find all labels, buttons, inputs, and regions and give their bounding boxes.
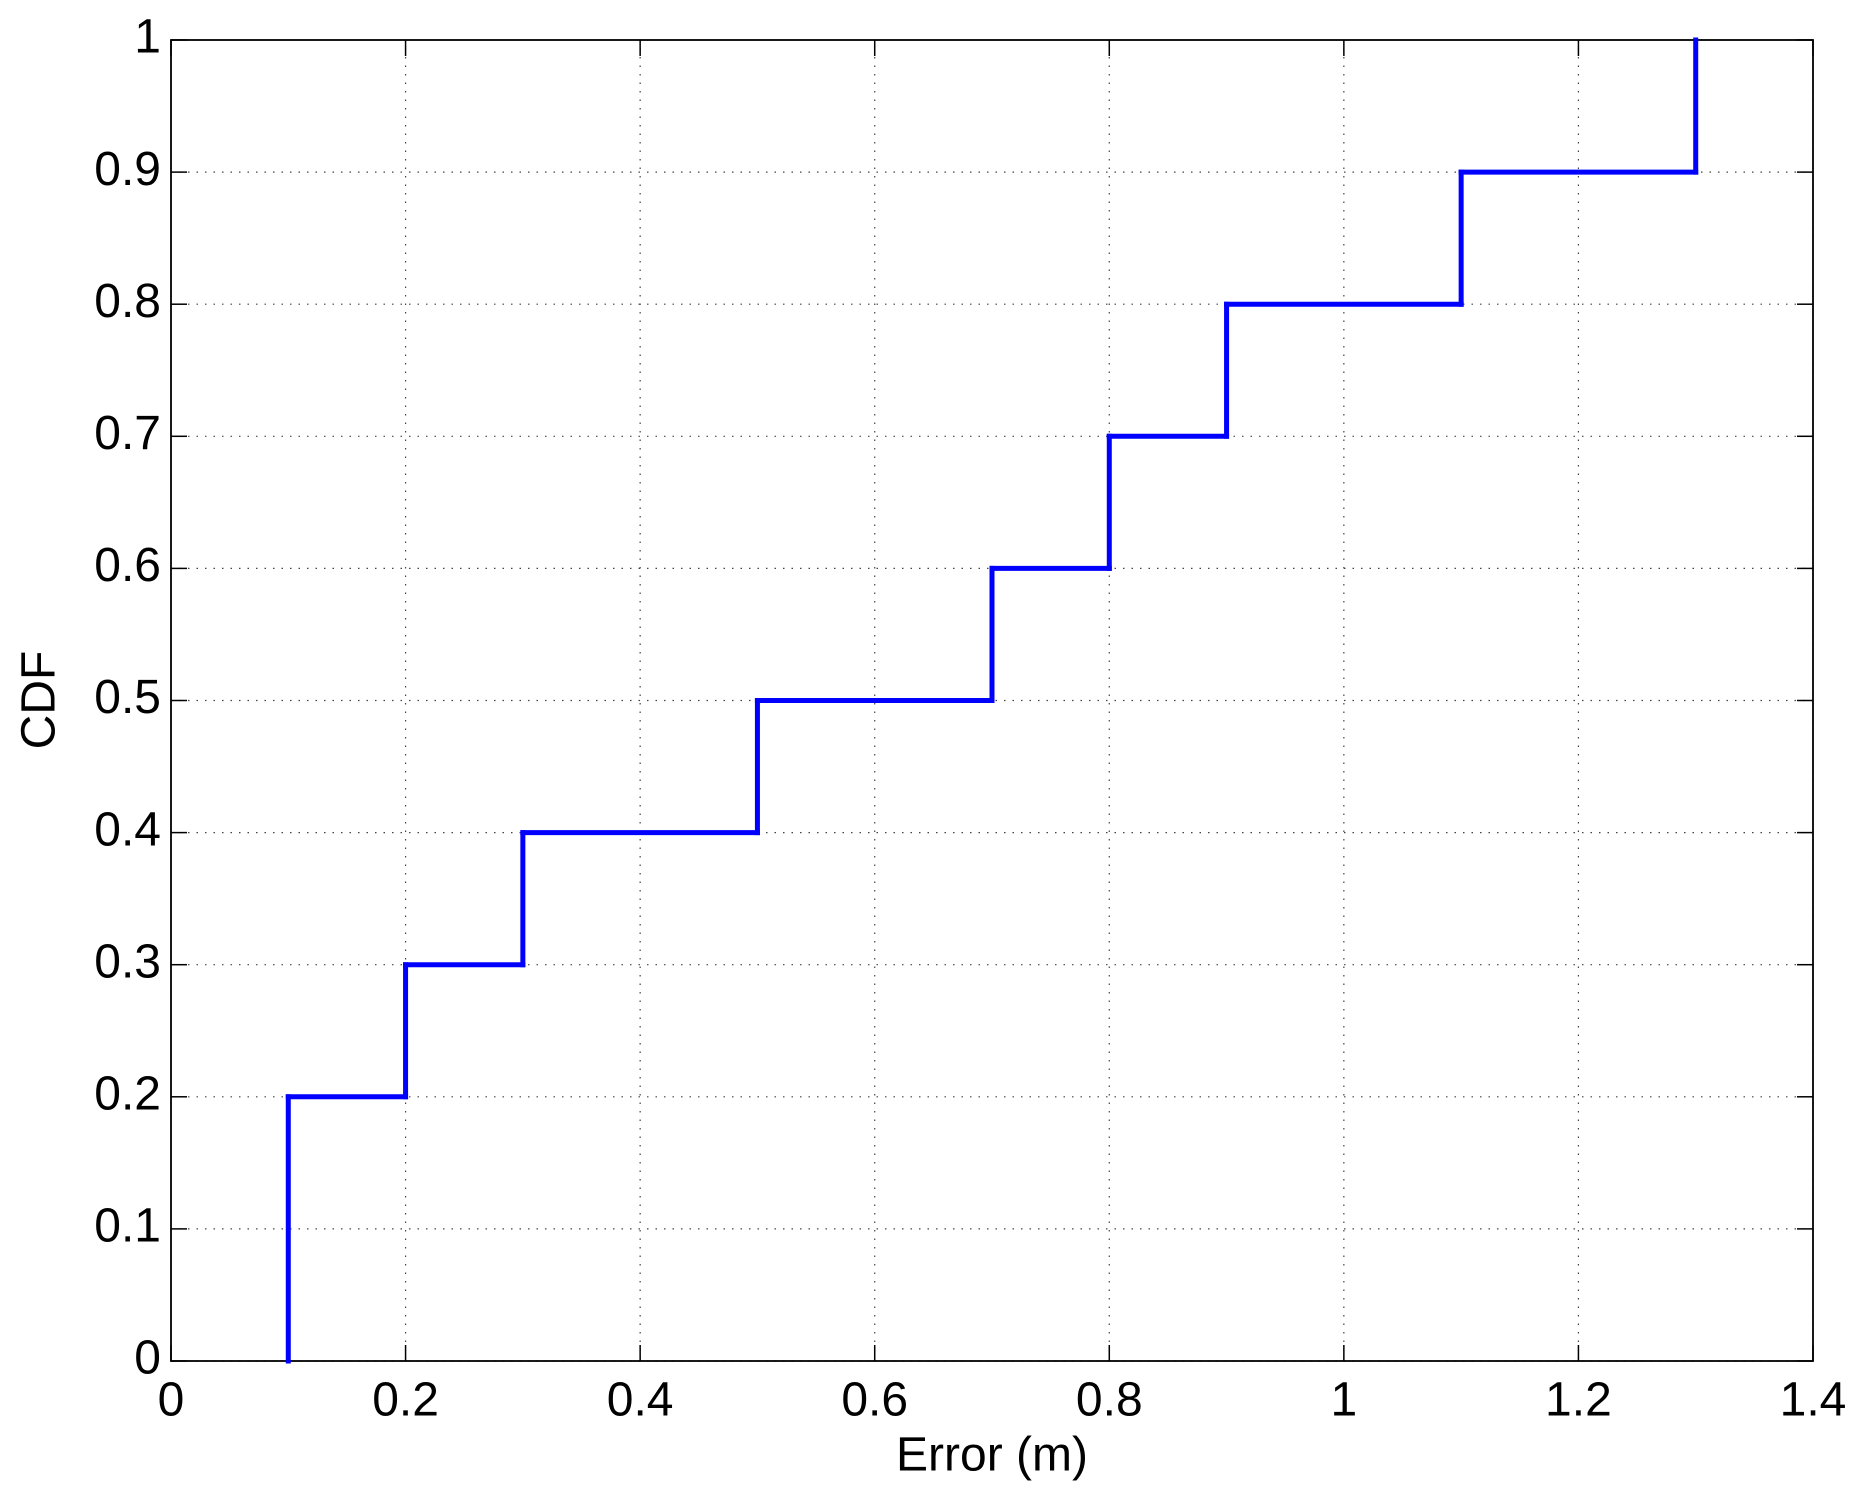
y-tick-label: 0.3 xyxy=(94,935,161,988)
x-tick-label: 0.8 xyxy=(1076,1374,1143,1427)
y-tick-label: 0.9 xyxy=(94,143,161,196)
y-tick-label: 0 xyxy=(134,1332,161,1385)
x-tick-label: 1.4 xyxy=(1780,1374,1847,1427)
x-tick-label: 0.4 xyxy=(607,1374,674,1427)
x-tick-label: 0.2 xyxy=(372,1374,439,1427)
x-tick-label: 0.6 xyxy=(841,1374,908,1427)
y-tick-label: 0.5 xyxy=(94,671,161,724)
axes-box xyxy=(170,39,1814,1362)
y-tick-label: 0.7 xyxy=(94,407,161,460)
x-tick-label: 0 xyxy=(158,1374,185,1427)
x-tick-label: 1.2 xyxy=(1545,1374,1612,1427)
x-tick-label: 1 xyxy=(1331,1374,1358,1427)
y-tick-label: 1 xyxy=(134,11,161,64)
y-tick-label: 0.6 xyxy=(94,539,161,592)
y-tick-label: 0.8 xyxy=(94,275,161,328)
y-axis-label: CDF xyxy=(13,651,66,750)
y-tick-label: 0.4 xyxy=(94,803,161,856)
y-tick-label: 0.2 xyxy=(94,1067,161,1120)
x-axis-label: Error (m) xyxy=(896,1429,1088,1482)
y-tick-label: 0.1 xyxy=(94,1200,161,1253)
